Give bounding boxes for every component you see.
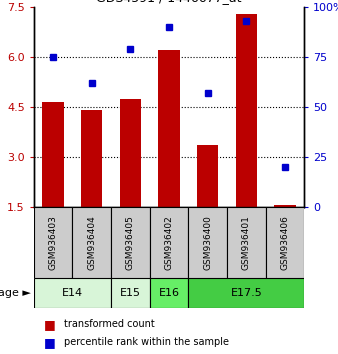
Bar bbox=[111, 278, 150, 308]
Bar bbox=[236, 14, 257, 207]
Bar bbox=[34, 207, 72, 278]
Bar bbox=[72, 207, 111, 278]
Bar bbox=[120, 99, 141, 207]
Text: E15: E15 bbox=[120, 288, 141, 298]
Title: GDS4591 / 1446677_at: GDS4591 / 1446677_at bbox=[96, 0, 242, 5]
Text: GSM936404: GSM936404 bbox=[87, 215, 96, 270]
Bar bbox=[188, 207, 227, 278]
Text: ■: ■ bbox=[44, 336, 56, 349]
Bar bbox=[81, 110, 102, 207]
Bar bbox=[111, 207, 150, 278]
Bar bbox=[197, 145, 218, 207]
Text: transformed count: transformed count bbox=[64, 319, 155, 329]
Bar bbox=[150, 207, 188, 278]
Bar bbox=[274, 205, 295, 207]
Bar bbox=[266, 207, 304, 278]
Bar bbox=[188, 278, 304, 308]
Text: E17.5: E17.5 bbox=[231, 288, 262, 298]
Bar bbox=[150, 278, 188, 308]
Text: GSM936400: GSM936400 bbox=[203, 215, 212, 270]
Text: GSM936405: GSM936405 bbox=[126, 215, 135, 270]
Bar bbox=[43, 102, 64, 207]
Text: GSM936402: GSM936402 bbox=[165, 215, 173, 270]
Text: GSM936406: GSM936406 bbox=[281, 215, 289, 270]
Text: E16: E16 bbox=[159, 288, 179, 298]
Text: E14: E14 bbox=[62, 288, 83, 298]
Bar bbox=[159, 50, 179, 207]
Text: GSM936401: GSM936401 bbox=[242, 215, 251, 270]
Text: percentile rank within the sample: percentile rank within the sample bbox=[64, 337, 229, 348]
Text: GSM936403: GSM936403 bbox=[49, 215, 57, 270]
Bar bbox=[34, 278, 111, 308]
Bar bbox=[227, 207, 266, 278]
Text: ■: ■ bbox=[44, 318, 56, 331]
Text: age ►: age ► bbox=[0, 288, 30, 298]
